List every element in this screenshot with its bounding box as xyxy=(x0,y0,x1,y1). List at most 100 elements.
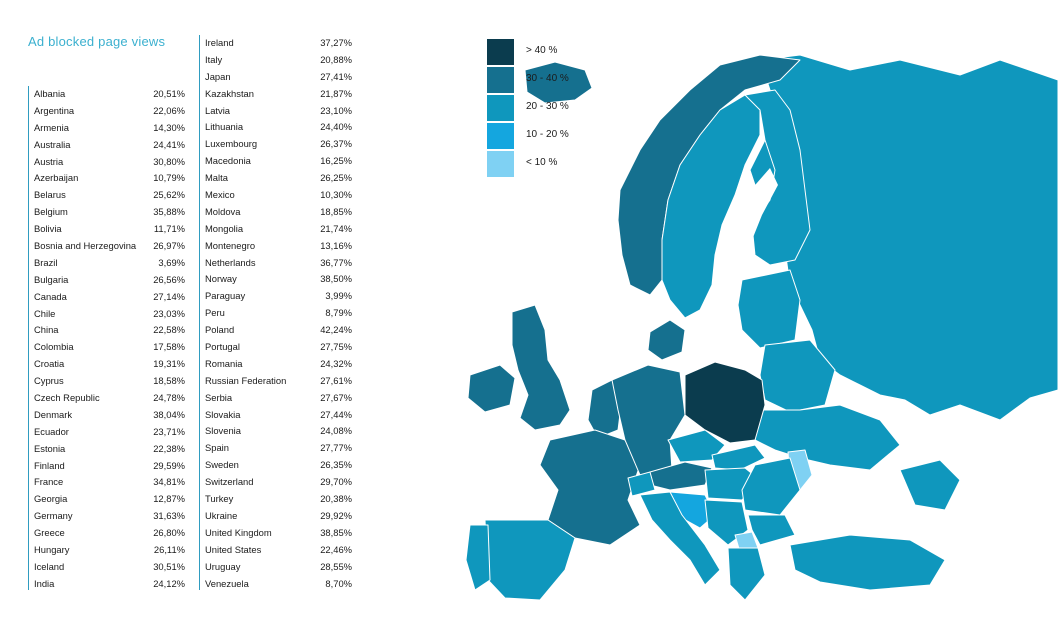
page-title: Ad blocked page views xyxy=(28,34,166,49)
country-row: Estonia 22,38% xyxy=(29,441,185,458)
legend-label: < 10 % xyxy=(526,157,558,168)
country-value: 26,80% xyxy=(153,527,185,539)
country-name: Colombia xyxy=(34,341,74,353)
country-row: Moldova 18,85% xyxy=(200,204,352,221)
country-value: 28,55% xyxy=(320,560,352,572)
country-value: 18,58% xyxy=(153,375,185,387)
country-row: Mongolia 21,74% xyxy=(200,221,352,238)
country-name: Albania xyxy=(34,88,66,99)
europe-choropleth-map xyxy=(465,54,1058,601)
region-switzerland xyxy=(627,471,656,497)
country-name: Poland xyxy=(205,324,235,336)
region-romania xyxy=(741,457,801,516)
country-row: Chile 23,03% xyxy=(29,306,185,323)
country-name: Switzerland xyxy=(205,476,254,488)
country-value: 24,41% xyxy=(153,138,185,150)
country-name: Brazil xyxy=(34,256,58,268)
country-row: Italy 20,88% xyxy=(200,52,352,69)
legend-label: > 40 % xyxy=(526,45,558,56)
country-value: 10,79% xyxy=(153,172,185,184)
country-name: Georgia xyxy=(34,493,68,505)
country-value: 10,30% xyxy=(320,189,352,201)
country-value: 24,78% xyxy=(153,392,185,404)
country-value: 22,58% xyxy=(153,324,185,336)
country-name: United Kingdom xyxy=(205,526,272,538)
country-name: Montenegro xyxy=(205,239,256,251)
country-name: Ecuador xyxy=(34,425,69,437)
country-row: Peru 8,79% xyxy=(200,305,352,322)
country-value: 22,46% xyxy=(320,543,352,555)
country-name: Chile xyxy=(34,307,56,319)
country-row: Cyprus 18,58% xyxy=(29,373,185,390)
country-row: Finland 29,59% xyxy=(29,458,185,475)
country-name: Argentina xyxy=(34,104,75,116)
country-row: United States 22,46% xyxy=(200,542,352,559)
country-name: Denmark xyxy=(34,408,73,420)
country-row: Bulgaria 26,56% xyxy=(29,272,185,289)
country-row: Serbia 27,67% xyxy=(200,390,352,407)
country-name: Czech Republic xyxy=(34,392,100,404)
country-row: Albania 20,51% xyxy=(29,86,185,103)
country-value: 21,87% xyxy=(320,87,352,99)
sea-baltic xyxy=(715,168,778,318)
country-value: 29,59% xyxy=(153,459,185,471)
country-name: Turkey xyxy=(205,493,234,505)
country-name: Netherlands xyxy=(205,256,256,268)
country-value: 42,24% xyxy=(320,324,352,336)
country-table-column-1: Albania 20,51% Argentina 22,06% Armenia 14,30… xyxy=(28,86,185,590)
region-iceland xyxy=(524,61,593,104)
region-france xyxy=(539,429,641,546)
country-name: Germany xyxy=(34,510,73,522)
country-row: Turkey 20,38% xyxy=(200,491,352,508)
country-value: 12,87% xyxy=(153,493,185,505)
legend-swatch xyxy=(487,39,514,65)
country-name: Belarus xyxy=(34,189,66,201)
region-bulgaria xyxy=(747,514,796,546)
country-name: Russian Federation xyxy=(205,374,287,386)
country-name: Finland xyxy=(34,459,65,471)
country-name: Greece xyxy=(34,527,65,539)
country-value: 14,30% xyxy=(153,121,185,133)
country-name: Macedonia xyxy=(205,155,251,167)
country-row: Bolivia 11,71% xyxy=(29,221,185,238)
country-value: 27,14% xyxy=(153,290,185,302)
region-baltics xyxy=(737,269,801,349)
legend-swatch xyxy=(487,67,514,93)
country-value: 22,38% xyxy=(153,442,185,454)
region-turkey xyxy=(789,534,946,591)
region-germany xyxy=(611,364,686,476)
country-row: Kazakhstan 21,87% xyxy=(200,86,352,103)
country-row: United Kingdom 38,85% xyxy=(200,525,352,542)
country-row: Slovakia 27,44% xyxy=(200,407,352,424)
country-row: Bosnia and Herzegovina 26,97% xyxy=(29,238,185,255)
region-slovakia xyxy=(711,444,766,471)
country-row: Macedonia 16,25% xyxy=(200,153,352,170)
country-name: Armenia xyxy=(34,121,69,133)
country-value: 13,16% xyxy=(320,239,352,251)
country-name: Malta xyxy=(205,172,228,184)
country-row: Colombia 17,58% xyxy=(29,339,185,356)
country-value: 24,40% xyxy=(320,121,352,133)
region-poland xyxy=(684,361,766,444)
country-name: France xyxy=(34,476,64,488)
country-name: Mongolia xyxy=(205,222,244,234)
country-value: 38,50% xyxy=(320,273,352,285)
country-row: Romania 24,32% xyxy=(200,356,352,373)
country-value: 24,12% xyxy=(153,577,185,589)
country-value: 26,97% xyxy=(153,240,185,252)
country-row: Latvia 23,10% xyxy=(200,103,352,120)
region-greece xyxy=(727,547,766,601)
country-name: Sweden xyxy=(205,459,239,471)
country-row: Uruguay 28,55% xyxy=(200,559,352,576)
country-name: Kazakhstan xyxy=(205,87,254,99)
country-name: Bulgaria xyxy=(34,273,69,285)
country-name: United States xyxy=(205,543,262,555)
country-value: 27,77% xyxy=(320,442,352,454)
country-name: Spain xyxy=(205,442,229,454)
country-value: 37,27% xyxy=(320,37,352,48)
country-value: 29,70% xyxy=(320,476,352,488)
sea-black xyxy=(808,470,905,530)
region-italy xyxy=(639,491,721,586)
region-united-kingdom xyxy=(511,304,571,431)
country-row: Switzerland 29,70% xyxy=(200,474,352,491)
